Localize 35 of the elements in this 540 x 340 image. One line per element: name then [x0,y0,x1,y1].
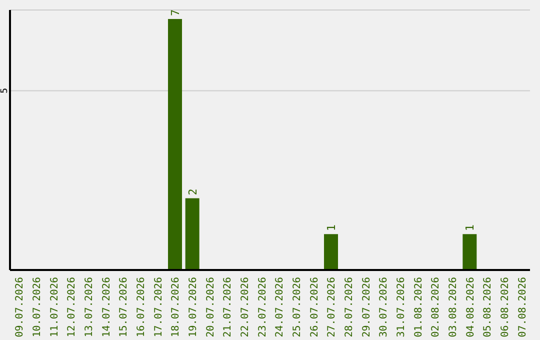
x-tick-label: 01.08.2026 [413,277,424,338]
data-label: 1 [325,224,338,232]
data-label: 2 [186,188,200,196]
x-tick-label: 24.07.2026 [274,277,286,338]
x-tick-label: 28.07.2026 [344,277,355,338]
x-tick-label: 22.07.2026 [240,277,251,338]
x-tick-label: 07.08.2026 [517,277,528,338]
x-tick-label: 20.07.2026 [205,277,216,338]
x-tick-label: 27.07.2026 [326,277,338,338]
x-tick-label: 31.07.2026 [396,277,407,338]
data-label: 1 [464,224,477,232]
x-tick-label: 25.07.2026 [292,277,303,338]
x-tick-label: 29.07.2026 [361,277,372,338]
x-tick-label: 05.08.2026 [482,277,494,338]
x-tick-label: 16.07.2026 [136,277,147,338]
x-tick-label: 23.07.2026 [257,277,268,338]
x-tick-label: 21.07.2026 [222,277,234,338]
x-tick-label: 12.07.2026 [66,277,78,338]
x-tick-label: 30.07.2026 [378,277,390,338]
x-tick-label: 18.07.2026 [170,277,182,338]
x-tick-label: 06.08.2026 [500,277,511,338]
x-tick-label: 13.07.2026 [84,277,95,338]
x-tick-label: 11.07.2026 [49,277,60,338]
x-tick-label: 17.07.2026 [153,277,164,338]
x-tick-label: 19.07.2026 [188,277,199,338]
x-tick-label: 14.07.2026 [101,277,112,338]
x-tick-label: 26.07.2026 [309,277,320,338]
x-tick-label: 09.07.2026 [14,277,26,338]
x-tick-label: 04.08.2026 [465,277,476,338]
x-tick-label: 02.08.2026 [430,277,442,338]
x-tick-label: 10.07.2026 [32,277,43,338]
x-tick-label: 15.07.2026 [118,277,130,338]
x-tick-label: 03.08.2026 [448,277,459,338]
data-label: 7 [169,9,182,16]
y-tick-label: 5 [0,88,10,94]
